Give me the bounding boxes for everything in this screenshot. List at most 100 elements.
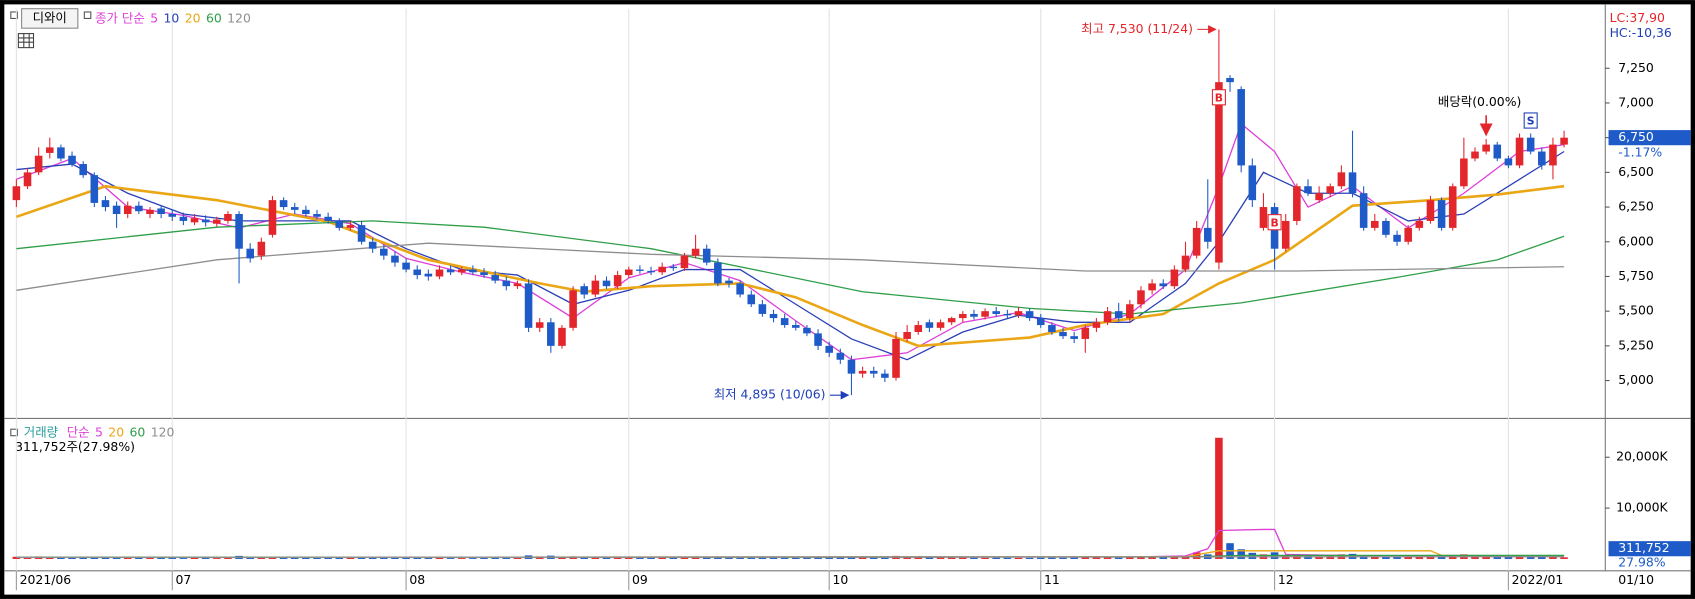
volume-bar [57, 557, 65, 559]
volume-bar [1404, 556, 1412, 559]
table-icon[interactable] [17, 33, 35, 49]
signal-box [1523, 112, 1538, 129]
candle-body [624, 269, 633, 276]
candle-body [1526, 137, 1535, 152]
candle-body [558, 327, 566, 346]
volume-bar [1014, 557, 1023, 559]
candle-body [1159, 283, 1168, 287]
candle-body [1326, 186, 1335, 194]
volume-bar [213, 558, 221, 559]
candle-body [613, 275, 622, 287]
candle-body [1237, 89, 1245, 166]
x-tick-label: 2022/01 [1512, 572, 1564, 587]
volume-bar [1549, 555, 1557, 559]
volume-bar [691, 557, 700, 559]
candle-body [1148, 283, 1156, 291]
candle-body [881, 373, 889, 378]
volume-bar [1159, 556, 1168, 559]
candle-body [535, 322, 544, 328]
candle-body [647, 270, 655, 273]
candle-body [658, 266, 666, 273]
y-tick-label: 5,750 [1618, 268, 1654, 283]
x-tick-label: 10 [832, 572, 848, 587]
volume-bar [1092, 557, 1101, 559]
volume-bar [792, 557, 800, 559]
volume-bar [469, 558, 477, 559]
legend-entry: 20 [185, 10, 201, 25]
volume-bar [725, 557, 733, 559]
candle-body [580, 286, 589, 295]
volume-average [16, 556, 1565, 558]
volume-bar [68, 557, 76, 559]
candle-body [168, 214, 177, 217]
candle-body [1259, 207, 1268, 228]
volume-bar [146, 557, 154, 559]
candle-body [1170, 269, 1179, 287]
volume-bar [1025, 557, 1034, 559]
volume-bar [780, 557, 789, 559]
candle-body [1048, 325, 1056, 332]
candle-body [702, 248, 711, 263]
candle-body [1493, 144, 1502, 159]
candle-body [669, 266, 678, 269]
volume-bar [424, 558, 433, 559]
candle-body [380, 248, 388, 256]
volume-bar [1493, 556, 1502, 559]
candle-body [1426, 200, 1435, 221]
volume-bar [12, 556, 21, 559]
x-tick-label: 08 [409, 572, 425, 587]
candle-body [1515, 137, 1524, 166]
legend-entry: 20 [108, 424, 124, 439]
y-tick-label: 7,250 [1618, 60, 1654, 75]
volume-bar [1114, 557, 1123, 559]
candle-body [357, 225, 366, 242]
candle-body [368, 241, 377, 249]
legend-icon [10, 11, 18, 19]
candle-body [1103, 311, 1112, 323]
volume-bar [680, 557, 689, 559]
volume-bar [959, 557, 967, 559]
candle-body [1070, 336, 1078, 339]
candle-body [1181, 255, 1190, 270]
candle-body [1003, 313, 1012, 316]
y-tick-label: 6,000 [1618, 233, 1654, 248]
candle-body [569, 290, 577, 328]
candle-body [1092, 322, 1101, 328]
candle-body [190, 218, 199, 223]
volume-bar [970, 557, 978, 559]
legend-entry: 10 [164, 10, 180, 25]
volume-bar [368, 557, 377, 559]
legend: 종가 단순 5 10 20 60 120 [95, 10, 251, 25]
volume-bar [636, 557, 644, 559]
volume-bar [1036, 557, 1045, 559]
volume-bar [836, 557, 845, 559]
volume-bar [858, 557, 867, 559]
volume-bar [613, 557, 622, 559]
volume-bar [1393, 556, 1401, 559]
volume-bar [101, 557, 110, 559]
candle-body [502, 280, 511, 287]
candle-body [1382, 220, 1390, 235]
volume-bar [881, 557, 889, 559]
legend-entry: 단순 [67, 424, 90, 439]
signal: S [1527, 115, 1535, 128]
volume-bar [1003, 557, 1012, 559]
volume-bar [435, 557, 444, 559]
volume-bar [1081, 557, 1090, 559]
volume-ratio: 27.98% [1618, 554, 1666, 569]
candle-body [157, 208, 165, 215]
dividend-label: 배당락(0.00%) [1438, 94, 1521, 109]
candle-body [12, 186, 21, 201]
candle-body [758, 304, 767, 314]
volume-bar [714, 557, 722, 559]
volume-bar [324, 557, 332, 559]
symbol-box[interactable] [21, 8, 79, 29]
candle-body [79, 164, 87, 176]
candle-body [1482, 144, 1490, 152]
candle-body [1348, 172, 1357, 194]
candle-body [725, 280, 733, 284]
legend-entry: 종가 단순 [95, 10, 145, 25]
candle-body [313, 214, 321, 217]
candle-body [1126, 304, 1134, 319]
